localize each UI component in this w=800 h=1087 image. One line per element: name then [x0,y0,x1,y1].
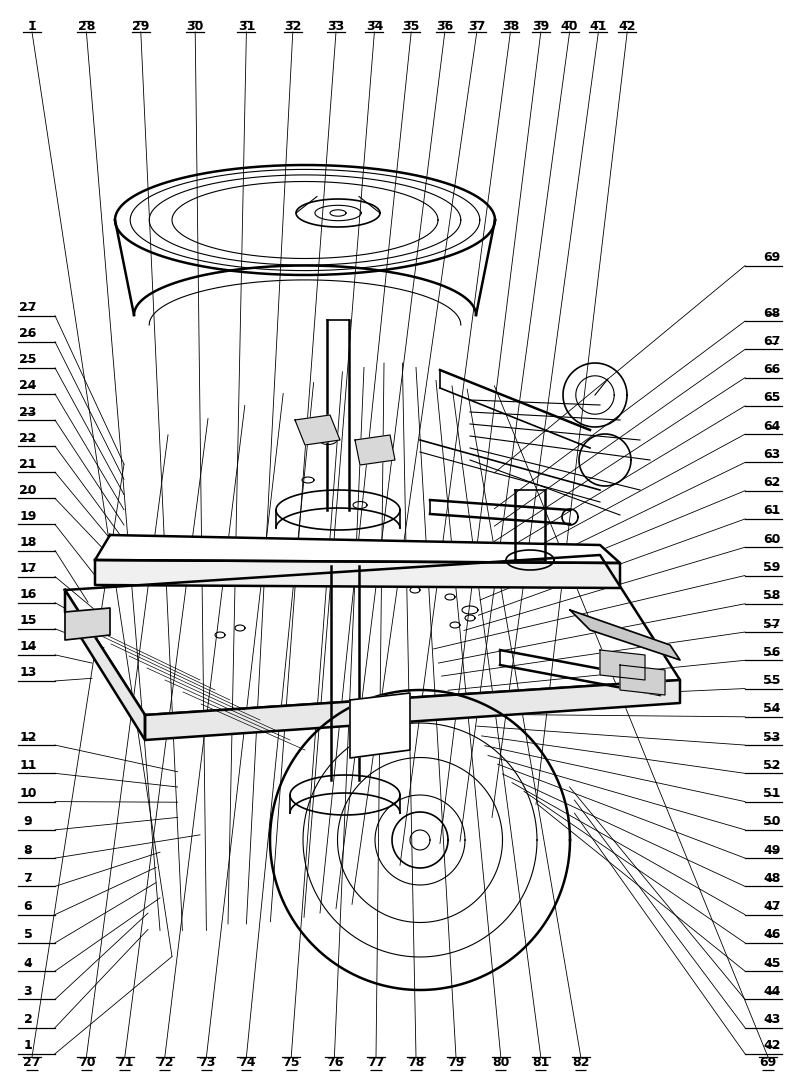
Polygon shape [95,560,620,588]
Text: 60: 60 [763,533,781,546]
Text: 39: 39 [532,20,550,33]
Text: 73: 73 [198,1055,215,1069]
Text: 23: 23 [19,405,37,418]
Text: 26: 26 [19,327,37,340]
Text: 69: 69 [763,251,781,264]
Text: 8: 8 [24,844,32,857]
Polygon shape [350,694,410,758]
Text: 77: 77 [367,1055,385,1069]
Text: 6: 6 [24,900,32,913]
Text: 58: 58 [763,589,781,602]
Text: 62: 62 [763,476,781,489]
Text: 72: 72 [156,1055,174,1069]
Text: 34: 34 [366,20,383,33]
Text: 25: 25 [19,353,37,366]
Text: 75: 75 [282,1055,300,1069]
Polygon shape [65,590,145,740]
Text: 74: 74 [238,1055,255,1069]
Text: 19: 19 [19,510,37,523]
Text: 70: 70 [78,1055,95,1069]
Text: 42: 42 [618,20,636,33]
Text: 10: 10 [19,787,37,800]
Text: 2: 2 [24,1013,32,1026]
Text: 76: 76 [326,1055,343,1069]
Text: 78: 78 [407,1055,425,1069]
Text: 57: 57 [763,617,781,630]
Text: 1: 1 [28,20,36,33]
Text: 55: 55 [763,674,781,687]
Text: 20: 20 [19,484,37,497]
Text: 37: 37 [468,20,486,33]
Text: 46: 46 [763,928,781,941]
Text: 71: 71 [116,1055,134,1069]
Text: 31: 31 [238,20,255,33]
Text: 66: 66 [763,363,781,376]
Text: 13: 13 [19,666,37,679]
Text: 43: 43 [763,1013,781,1026]
Text: 48: 48 [763,872,781,885]
Text: 24: 24 [19,379,37,392]
Text: 32: 32 [284,20,302,33]
Text: 1: 1 [24,1039,32,1052]
Text: 4: 4 [24,957,32,970]
Text: 47: 47 [763,900,781,913]
Text: 29: 29 [132,20,150,33]
Text: 28: 28 [78,20,95,33]
Text: 44: 44 [763,985,781,998]
Text: 9: 9 [24,815,32,828]
Text: 79: 79 [447,1055,465,1069]
Polygon shape [65,608,110,640]
Polygon shape [95,535,620,563]
Polygon shape [355,435,395,465]
Text: 42: 42 [763,1039,781,1052]
Text: 45: 45 [763,957,781,970]
Text: 40: 40 [561,20,578,33]
Text: 15: 15 [19,614,37,627]
Text: 80: 80 [492,1055,510,1069]
Text: 21: 21 [19,458,37,471]
Text: 18: 18 [19,536,37,549]
Text: 22: 22 [19,432,37,445]
Text: 51: 51 [763,787,781,800]
Polygon shape [570,610,680,660]
Polygon shape [65,555,680,715]
Text: 63: 63 [763,448,781,461]
Text: 53: 53 [763,730,781,744]
Polygon shape [600,650,645,680]
Text: 50: 50 [763,815,781,828]
Polygon shape [620,665,665,695]
Text: 54: 54 [763,702,781,715]
Text: 64: 64 [763,420,781,433]
Text: 56: 56 [763,646,781,659]
Text: 68: 68 [763,307,781,320]
Text: 7: 7 [24,872,32,885]
Text: 65: 65 [763,391,781,404]
Text: 59: 59 [763,561,781,574]
Text: 11: 11 [19,759,37,772]
Text: 49: 49 [763,844,781,857]
Text: 69: 69 [759,1055,777,1069]
Text: 38: 38 [502,20,519,33]
Text: 30: 30 [186,20,204,33]
Text: 17: 17 [19,562,37,575]
Text: 14: 14 [19,640,37,653]
Polygon shape [295,415,340,445]
Text: 41: 41 [590,20,607,33]
Text: 81: 81 [532,1055,550,1069]
Text: 61: 61 [763,504,781,517]
Text: 82: 82 [572,1055,590,1069]
Text: 27: 27 [23,1055,41,1069]
Text: 5: 5 [24,928,32,941]
Text: 67: 67 [763,335,781,348]
Text: 27: 27 [19,301,37,314]
Text: 3: 3 [24,985,32,998]
Text: 33: 33 [327,20,345,33]
Text: 52: 52 [763,759,781,772]
Text: 12: 12 [19,730,37,744]
Text: 16: 16 [19,588,37,601]
Text: 36: 36 [436,20,454,33]
Text: 35: 35 [402,20,420,33]
Polygon shape [145,680,680,740]
